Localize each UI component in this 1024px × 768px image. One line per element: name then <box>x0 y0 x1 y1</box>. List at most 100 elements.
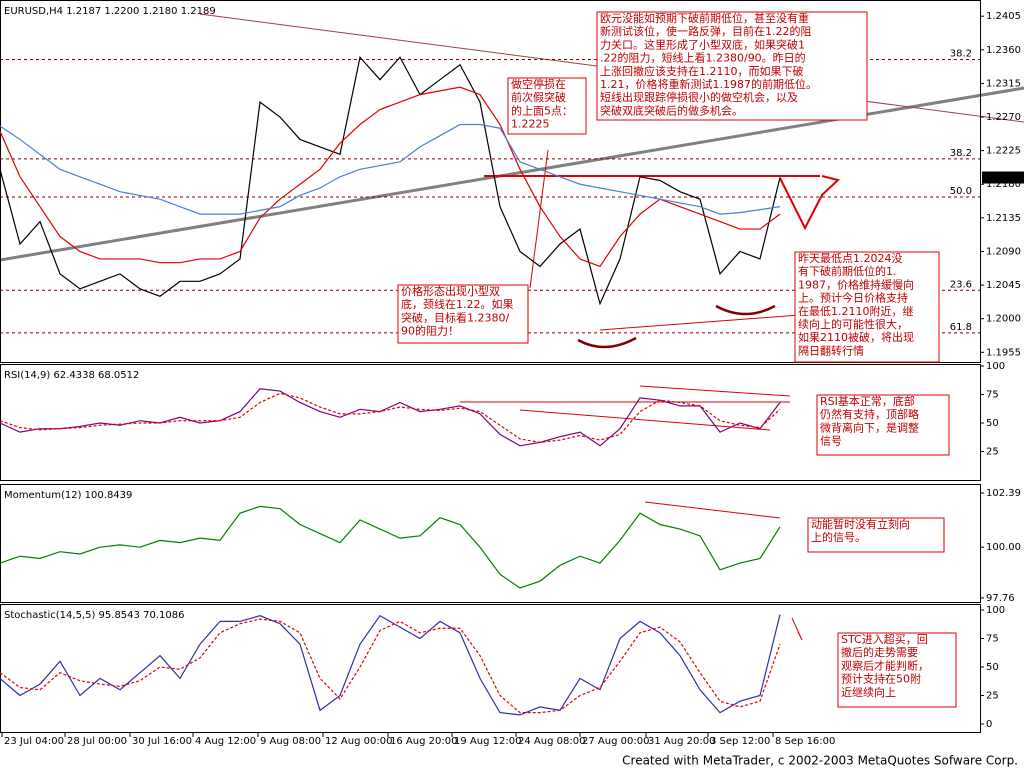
y-tick-label: 50 <box>986 662 999 673</box>
momentum-trend <box>644 501 781 519</box>
y-tick-label: 97.76 <box>986 593 1015 604</box>
y-tick-label: 1.2000 <box>986 314 1021 325</box>
note-text: 做空停损在 <box>511 77 566 91</box>
series-line <box>0 86 781 268</box>
note-text: 续向上的可能性很大， <box>798 317 908 331</box>
fib-label: 38.2 <box>950 49 972 60</box>
note-text: 新测试该位，使一路反弹，目前在1.22的阻 <box>600 24 812 38</box>
panel-title: Stochastic(14,5,5) 95.8543 70.1086 <box>4 610 184 621</box>
projection-arrow <box>779 175 841 231</box>
pointer <box>599 314 801 331</box>
panel-title: RSI(14,9) 62.4338 68.0512 <box>4 370 139 381</box>
y-tick-label: 75 <box>986 633 999 644</box>
x-tick-label: 3 Sep 12:00 <box>710 736 770 747</box>
bottom-curve <box>577 336 637 349</box>
y-tick-label: 1.2135 <box>986 213 1021 224</box>
x-tick-label: 19 Aug 12:00 <box>454 736 521 747</box>
panel-frame <box>0 484 981 603</box>
note-text: 撤后的走势需要 <box>841 645 918 659</box>
note-text: 如果2110被破，将出现 <box>798 330 914 344</box>
note-text: 上涨回撤应该支持在1.2110，而如果下破 <box>600 64 804 78</box>
y-tick-label: 1.2315 <box>986 78 1021 89</box>
y-tick-label: 100 <box>986 605 1005 616</box>
note-text: 突破双底突破后的做多机会。 <box>600 103 743 117</box>
x-tick-label: 30 Jul 16:00 <box>132 736 192 747</box>
note-text: 欧元没能如预期下破前期低位，甚至没有重 <box>600 11 809 25</box>
y-tick-label: 1.2360 <box>986 45 1021 56</box>
note-text: 1.2225 <box>511 118 550 131</box>
panel-title: Momentum(12) 100.8439 <box>4 490 132 501</box>
last-price-label: 1.2189 <box>985 173 1020 184</box>
y-tick-label: 1.2405 <box>986 11 1021 22</box>
y-tick-label: 50 <box>986 418 999 429</box>
note-box <box>807 517 945 553</box>
series-line <box>0 55 781 306</box>
x-tick-label: 16 Aug 20:00 <box>390 736 457 747</box>
note-text: 前次假突破 <box>511 90 566 104</box>
footer: Created with MetaTrader, c 2002-2003 Met… <box>622 754 1018 768</box>
rsi-trend <box>519 409 771 431</box>
series-line <box>0 614 781 716</box>
note-text: 微背离向下，是调整 <box>820 420 919 434</box>
note-text: 90的阻力！ <box>401 324 459 338</box>
x-tick-label: 31 Aug 20:00 <box>648 736 715 747</box>
note-text: 力关口。这里形成了小型双底，如果突破1 <box>600 37 805 51</box>
y-tick-label: 1.2225 <box>986 146 1021 157</box>
y-tick-label: 0 <box>986 719 992 730</box>
x-tick-label: 24 Aug 08:00 <box>518 736 585 747</box>
last-price-box <box>982 171 1024 184</box>
note-text: 1.21，价格将重新测试1.1987的前期低位。 <box>600 77 817 91</box>
x-tick-label: 9 Aug 08:00 <box>260 736 321 747</box>
note-text: 上的信号。 <box>811 530 866 544</box>
note-box <box>596 11 868 121</box>
y-tick-label: 102.39 <box>986 488 1021 499</box>
panel-title: EURUSD,H4 1.2187 1.2200 1.2180 1.2189 <box>4 6 216 17</box>
note-text: 短线出现跟踪停损很小的做空机会，以及 <box>600 90 798 104</box>
x-tick-label: 27 Aug 00:00 <box>582 736 649 747</box>
x-tick-label: 12 Aug 00:00 <box>325 736 392 747</box>
stoch-arrow <box>791 617 803 641</box>
note-box <box>507 77 587 135</box>
rsi-trend <box>639 385 791 397</box>
y-tick-label: 100.00 <box>986 542 1021 553</box>
note-text: 观察后才能判断， <box>841 658 929 672</box>
pointer <box>529 149 549 289</box>
x-tick-label: 28 Jul 00:00 <box>67 736 127 747</box>
note-text: RSI基本正常，底部 <box>820 394 915 408</box>
y-tick-label: 1.2090 <box>986 246 1021 257</box>
note-text: 昨天最低点1.2024没 <box>798 252 903 265</box>
y-tick-label: 1.1955 <box>986 347 1021 358</box>
note-text: 1987，价格维持缓慢向 <box>798 277 914 291</box>
note-text: 上。预计今日价格支持 <box>798 291 908 305</box>
series-line <box>0 392 781 443</box>
panel-frame <box>0 604 981 733</box>
fib-label: 61.8 <box>950 322 972 333</box>
note-text: 的上面5点： <box>511 103 573 117</box>
series-line <box>0 618 781 714</box>
note-box <box>397 284 529 344</box>
note-text: 在最低1.2110附近，继 <box>798 304 914 318</box>
note-text: 近继续向上 <box>841 685 896 699</box>
y-tick-label: 1.2270 <box>986 112 1021 123</box>
series-line <box>0 123 781 215</box>
note-text: .22的阻力，短线上看1.2380/90。昨日的 <box>600 51 806 65</box>
note-box <box>816 394 950 456</box>
note-box <box>837 632 957 708</box>
y-tick-label: 100 <box>986 361 1005 372</box>
note-text: 信号 <box>820 435 842 448</box>
note-text: STC进入超买，回 <box>841 632 928 646</box>
note-text: 突破，目标看1.2380/ <box>401 310 509 324</box>
y-tick-label: 25 <box>986 691 999 702</box>
note-text: 有下破前期低位的1. <box>798 264 897 278</box>
fib-label: 50.0 <box>950 186 972 197</box>
bottom-curve <box>715 304 776 316</box>
x-tick-label: 8 Sep 16:00 <box>775 736 835 747</box>
panel-frame <box>0 0 981 363</box>
x-tick-label: 23 Jul 04:00 <box>4 736 64 747</box>
note-text: 隔日翻转行情 <box>798 343 864 357</box>
x-tick-label: 4 Aug 12:00 <box>195 736 256 747</box>
note-text: 底，颈线在1.22。如果 <box>401 297 514 311</box>
fib-label: 38.2 <box>950 148 972 159</box>
series-line <box>0 505 781 589</box>
